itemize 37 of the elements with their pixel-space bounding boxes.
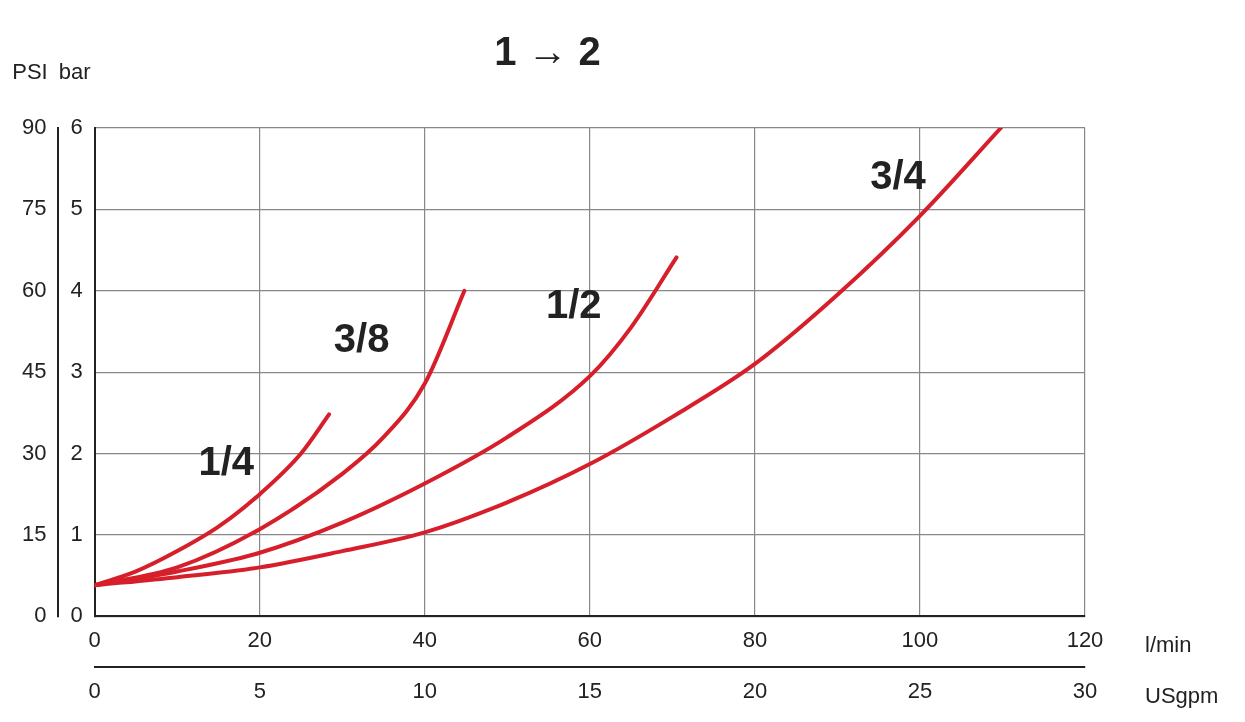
chart-title: 1 → 2 [494, 29, 601, 74]
x2-tick-label: 15 [577, 677, 603, 703]
y2-tick-label: 0 [34, 602, 47, 628]
x-tick-label: 0 [88, 627, 101, 653]
x-tick-label: 20 [247, 627, 272, 653]
y2-tick-label: 15 [21, 520, 47, 546]
y-axis-title: bar [58, 59, 91, 85]
x2-tick-label: 20 [742, 677, 768, 703]
y-tick-label: 1 [70, 520, 83, 546]
y2-tick-label: 75 [21, 195, 47, 221]
y2-axis-title: PSI [12, 59, 48, 85]
y-tick-label: 2 [70, 439, 83, 465]
y2-tick-label: 60 [21, 276, 47, 302]
x2-tick-label: 5 [253, 677, 266, 703]
y2-tick-label: 90 [21, 114, 47, 140]
x2-axis-title: USgpm [1145, 682, 1219, 708]
x-tick-label: 100 [901, 627, 939, 653]
y2-tick-label: 30 [21, 439, 47, 465]
x2-tick-label: 10 [412, 677, 438, 703]
series-label: 1/4 [198, 439, 255, 484]
y-tick-label: 0 [70, 602, 83, 628]
x-axis-title: l/min [1145, 632, 1192, 658]
x-tick-label: 120 [1066, 627, 1104, 653]
x-tick-label: 60 [577, 627, 603, 653]
y-tick-label: 5 [70, 195, 83, 221]
x-tick-label: 40 [412, 627, 438, 653]
y-tick-label: 6 [70, 114, 83, 140]
series-label: 3/8 [333, 315, 390, 360]
series-label: 3/4 [870, 153, 927, 198]
y2-tick-label: 45 [21, 358, 47, 384]
y-tick-label: 4 [70, 276, 83, 302]
series-label: 1/2 [545, 282, 602, 327]
x-tick-label: 80 [742, 627, 768, 653]
y-tick-label: 3 [70, 358, 83, 384]
x2-tick-label: 30 [1072, 677, 1098, 703]
x2-tick-label: 0 [88, 677, 101, 703]
x2-tick-label: 25 [907, 677, 933, 703]
